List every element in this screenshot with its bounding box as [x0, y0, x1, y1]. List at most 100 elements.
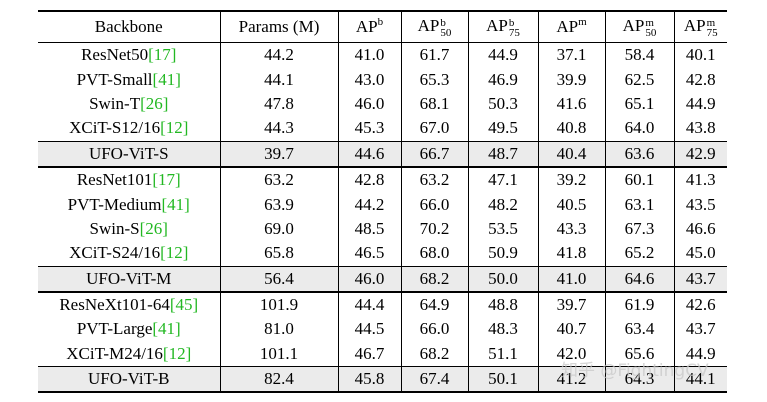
backbone-name: Swin-S — [89, 218, 140, 238]
table-row: XCiT-S12/16[12] 44.3 45.3 67.0 49.5 40.8 64.0 4… — [38, 116, 727, 142]
citation-link[interactable]: [26] — [139, 218, 168, 238]
apb75-cell: 53.5 — [467, 216, 538, 242]
apb75-cell: 47.1 — [467, 166, 538, 193]
header-params: Params (M) — [219, 11, 338, 43]
header-apb75-ap: AP — [486, 16, 508, 36]
apm50-cell: 63.4 — [604, 317, 674, 342]
header-apm50-ap: AP — [622, 16, 645, 36]
header-apb: APb — [337, 11, 401, 43]
apb-cell: 45.8 — [337, 366, 401, 393]
citation-link[interactable]: [17] — [152, 170, 181, 190]
backbone-name: UFO-ViT-S — [88, 143, 169, 163]
results-table: Backbone Params (M) APb AP b 50 AP b 75 APm … — [38, 10, 727, 394]
apb75-cell: 46.9 — [467, 67, 538, 92]
backbone-name: PVT-Small — [76, 69, 153, 89]
backbone-cell: Swin-S[26] — [38, 217, 220, 241]
citation-link[interactable]: [12] — [162, 343, 192, 363]
table-row: PVT-Medium[41] 63.9 44.2 66.0 48.2 40.5 63.1 43… — [38, 192, 727, 217]
header-apb-ap: AP — [355, 17, 378, 36]
apb75-cell: 48.2 — [467, 192, 538, 217]
header-apm75-sup: m — [706, 16, 716, 29]
params-cell: 63.2 — [219, 166, 338, 193]
header-apb50-sub: 50 — [440, 26, 452, 39]
header-apm50: AP m 50 — [604, 11, 674, 43]
apm50-cell: 64.6 — [604, 265, 674, 293]
apm75-cell: 42.9 — [673, 140, 727, 168]
apb50-cell: 66.7 — [400, 140, 468, 168]
apb75-cell: 48.7 — [467, 140, 538, 168]
backbone-name: XCiT-S12/16 — [69, 118, 161, 138]
table-row: ResNeXt101-64[45] 101.9 44.4 64.9 48.8 39.7 61… — [38, 291, 727, 318]
citation-link[interactable]: [17] — [148, 45, 177, 65]
backbone-cell: PVT-Small[41] — [38, 67, 220, 91]
params-cell: 44.3 — [219, 116, 338, 142]
citation-link[interactable]: [12] — [160, 118, 189, 138]
apm50-cell: 61.9 — [604, 291, 674, 318]
apb75-cell: 49.5 — [467, 116, 538, 142]
header-apb50: AP b 50 — [400, 11, 468, 43]
apb50-cell: 64.9 — [400, 291, 468, 318]
params-cell: 44.1 — [219, 67, 338, 92]
apb-cell: 46.0 — [337, 91, 401, 117]
citation-link[interactable]: [45] — [169, 295, 199, 315]
apb50-cell: 63.2 — [400, 166, 468, 193]
params-cell: 44.2 — [219, 42, 338, 68]
apb-cell: 46.0 — [337, 265, 401, 293]
backbone-cell: ResNet50[17] — [38, 43, 220, 68]
header-apb50-sup: b — [440, 16, 446, 29]
apb50-cell: 70.2 — [400, 216, 468, 242]
apm50-cell: 63.1 — [604, 192, 674, 217]
apm50-cell: 62.5 — [604, 67, 674, 92]
apm-cell: 40.8 — [537, 116, 605, 142]
apb-cell: 45.3 — [337, 116, 401, 142]
apm75-cell: 43.7 — [673, 265, 727, 293]
apb50-cell: 65.3 — [400, 67, 468, 92]
table-row: Swin-S[26] 69.0 48.5 70.2 53.5 43.3 67.3 46.6 — [38, 216, 727, 242]
apm75-cell: 42.8 — [673, 67, 727, 92]
apm-cell: 41.0 — [537, 265, 605, 293]
apm50-cell: 65.2 — [604, 241, 674, 267]
header-row: Backbone Params (M) APb AP b 50 AP b 75 APm … — [38, 11, 727, 43]
table-row: XCiT-S24/16[12] 65.8 46.5 68.0 50.9 41.8 65.2 4… — [38, 241, 727, 267]
backbone-cell: ResNet101[17] — [38, 167, 220, 192]
citation-link[interactable]: [41] — [152, 319, 181, 339]
params-cell: 82.4 — [219, 366, 338, 393]
backbone-name: UFO-ViT-B — [88, 369, 170, 389]
header-apm50-sub: 50 — [645, 26, 657, 39]
header-backbone: Backbone — [38, 11, 220, 43]
apm75-cell: 44.9 — [673, 91, 727, 117]
header-apb-sup: b — [377, 16, 384, 28]
apm50-cell: 64.3 — [604, 366, 674, 393]
citation-link[interactable]: [41] — [152, 69, 181, 89]
backbone-name: UFO-ViT-M — [86, 268, 172, 288]
header-apb75-sub: 75 — [508, 26, 520, 39]
apm-cell: 40.7 — [537, 317, 605, 342]
apm50-cell: 64.0 — [604, 116, 674, 142]
params-cell: 39.7 — [219, 140, 338, 168]
apb-cell: 44.6 — [337, 140, 401, 168]
apm-cell: 40.4 — [537, 140, 605, 168]
apm-cell: 39.7 — [537, 291, 605, 318]
apb50-cell: 61.7 — [400, 42, 468, 68]
table-row: ResNet50[17] 44.2 41.0 61.7 44.9 37.1 58.4 40.1 — [38, 42, 727, 68]
apm-cell: 43.3 — [537, 216, 605, 242]
apb50-cell: 66.0 — [400, 317, 468, 342]
apb75-cell: 50.1 — [467, 366, 538, 393]
apb-cell: 48.5 — [337, 216, 401, 242]
header-apm-ap: AP — [556, 17, 579, 36]
params-cell: 101.1 — [219, 341, 338, 367]
apm75-cell: 41.3 — [673, 166, 727, 193]
citation-link[interactable]: [41] — [161, 194, 190, 214]
watermark-text: 知乎 @FightingCV — [561, 361, 709, 381]
apb50-cell: 67.0 — [400, 116, 468, 142]
citation-link[interactable]: [26] — [140, 93, 169, 113]
backbone-cell: UFO-ViT-S — [38, 140, 220, 168]
citation-link[interactable]: [12] — [160, 243, 189, 263]
table-row: UFO-ViT-M 56.4 46.0 68.2 50.0 41.0 64.6 43.7 — [38, 265, 727, 293]
apm-cell: 41.6 — [537, 91, 605, 117]
apm75-cell: 46.6 — [673, 216, 727, 242]
apm50-cell: 58.4 — [604, 42, 674, 68]
apm-cell: 41.2 — [537, 366, 605, 393]
params-cell: 69.0 — [219, 216, 338, 242]
